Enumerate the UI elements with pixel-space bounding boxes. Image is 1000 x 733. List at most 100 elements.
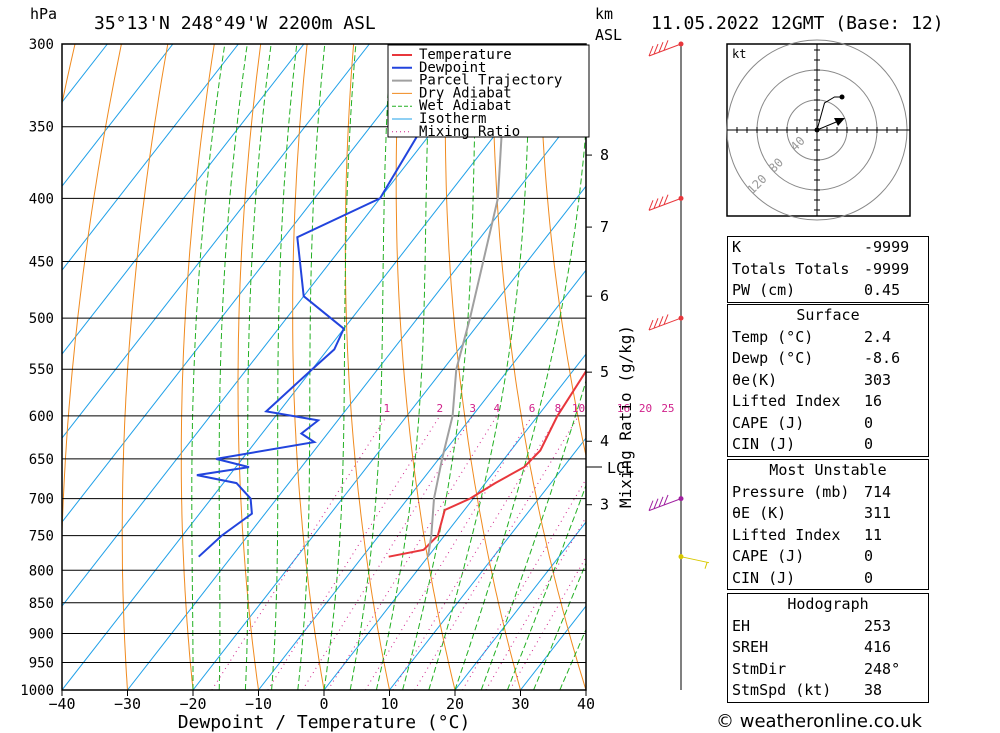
km-tick-label: 7 [600,218,609,236]
hodograph-end-dot [839,94,845,100]
isotherm-line [127,101,586,690]
x-tick-label: −10 [245,695,272,713]
mixing-ratio-label: 2 [437,402,444,415]
surface-value: 303 [864,370,892,389]
index-row: PW (cm) 0.45 [728,280,928,302]
index-row: K -9999 [728,237,928,259]
legend-entry: Isotherm [419,111,486,127]
mixing-ratio-line [364,415,533,690]
isotherm-line [62,44,239,271]
surface-value: 2.4 [864,327,892,346]
pressure-tick-label: 400 [29,191,54,207]
asl-unit-label: ASL [595,26,622,44]
x-tick-label: 10 [380,695,398,713]
surface-title: Surface [728,304,928,327]
mixing-ratio-axis-label: Mixing Ratio (g/kg) [616,325,635,508]
legend-entry: Dry Adiabat [419,85,512,101]
hodograph-row: StmDir 248° [728,659,928,681]
hodograph-unit: kt [732,47,746,61]
most-unstable-label: Lifted Index [732,525,841,544]
legend-entry: Parcel Trajectory [419,73,562,89]
wet-adiabat-line [506,484,586,690]
surface-table: Surface Temp (°C) 2.4 Dewp (°C) -8.6 θe(K) 30… [727,304,929,457]
surface-label: Dewp (°C) [732,349,814,367]
most-unstable-title: Most Unstable [728,459,928,482]
pressure-tick-label: 300 [29,37,54,53]
copyright-footer[interactable]: © weatheronline.co.uk [716,711,922,732]
wet-adiabat-line [191,44,226,690]
hodograph-value: 416 [864,638,892,656]
dry-adiabat-line [121,44,169,690]
hodograph-title: Hodograph [728,593,928,616]
surface-value: 16 [864,392,883,410]
wet-adiabat-line [218,44,248,690]
dewpoint-line [196,44,515,558]
pressure-tick-label: 350 [29,120,54,136]
most-unstable-row: θE (K) 311 [728,503,928,525]
mixing-ratio-label: 4 [493,402,500,415]
surface-row: Temp (°C) 2.4 [728,327,928,349]
x-axis-label: Dewpoint / Temperature (°C) [178,712,471,733]
hodograph-value: 248° [864,659,901,678]
legend-entry: Mixing Ratio [419,124,520,140]
most-unstable-label: CIN (J) [732,568,796,587]
index-value: -9999 [864,238,910,256]
surface-label: Lifted Index [732,392,841,410]
most-unstable-label: Pressure (mb) [732,482,850,501]
datetime-title: 11.05.2022 12GMT (Base: 12) [651,13,944,34]
km-tick-label: 4 [600,432,609,450]
mixing-ratio-label: 10 [572,402,585,415]
isotherm-line [454,521,586,690]
x-tick-label: 40 [577,695,595,713]
isotherm-line [323,353,586,690]
most-unstable-value: 714 [864,482,892,501]
km-tick-label: 6 [600,287,609,305]
wind-barb [648,494,682,512]
pressure-tick-label: 900 [29,626,54,642]
wet-adiabat-line [349,44,392,690]
x-tick-label: −20 [179,695,206,713]
pressure-tick-label: 750 [29,529,54,545]
most-unstable-value: 0 [864,547,874,565]
x-tick-label: −30 [114,695,141,713]
surface-value: 0 [864,435,874,453]
most-unstable-table: Most Unstable Pressure (mb) 714 θE (K) 311 L… [727,459,929,590]
temperature-line [388,369,586,558]
km-tick-label: 3 [600,496,609,514]
pressure-tick-label: 1000 [20,683,54,699]
location-title: 35°13'N 248°49'W 2200m ASL [94,13,376,34]
pressure-tick-label: 700 [29,492,54,508]
legend-box [387,44,590,138]
pressure-tick-label: 650 [29,452,54,468]
wind-barb [648,40,682,57]
isotherm-line [62,44,370,439]
dry-adiabat-line [62,44,122,690]
surface-label: CIN (J) [732,435,796,453]
wet-adiabat-line [297,44,326,690]
most-unstable-value: 11 [864,525,883,544]
legend-entry: Dewpoint [419,60,486,76]
x-tick-label: 20 [446,695,464,713]
isotherm-line [62,44,501,607]
x-tick-label: 30 [511,695,529,713]
mixing-ratio-label: 16 [617,402,630,415]
index-value: -9999 [864,259,910,278]
km-unit-label: km [595,5,613,23]
pressure-tick-label: 950 [29,655,54,671]
mixing-ratio-label: 25 [661,402,674,415]
index-label: K [732,238,742,256]
hodograph-origin-dot [814,127,820,133]
isotherm-line [389,437,586,690]
plot-frame [61,43,587,691]
lcl-label: LCL [607,459,634,477]
isotherm-line [62,44,174,187]
surface-row: θe(K) 303 [728,370,928,392]
isotherm-line [258,269,586,690]
wind-barb [680,556,710,569]
hodograph-label: StmDir [732,659,787,678]
wet-adiabat-line [454,122,586,690]
mixing-ratio-label: 1 [383,402,390,415]
hodograph-label: EH [732,616,751,635]
